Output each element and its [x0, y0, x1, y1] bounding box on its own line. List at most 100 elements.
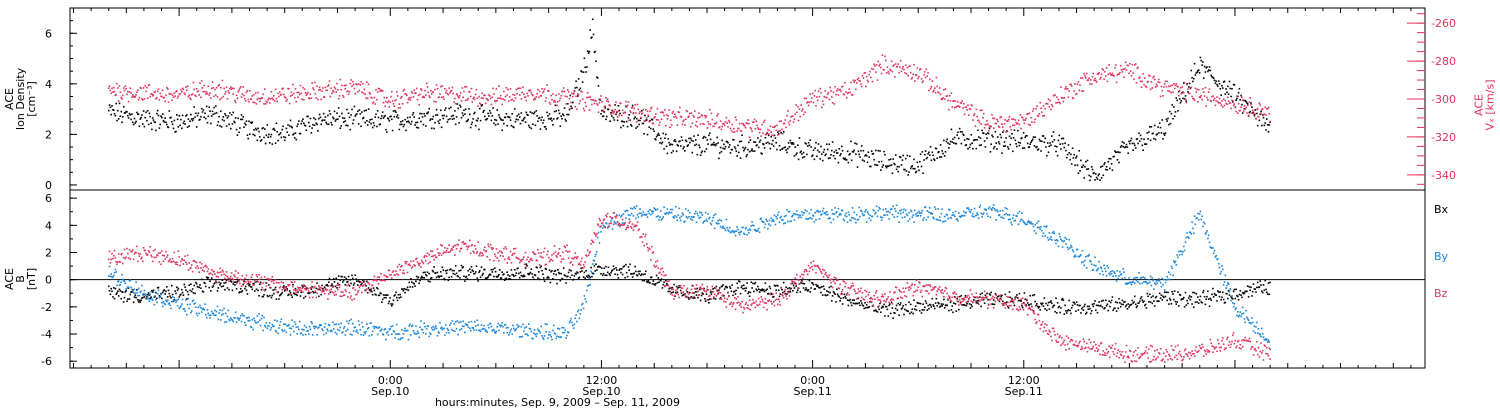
ion-density-point — [942, 152, 944, 155]
ion-density-point — [957, 131, 959, 134]
ion-density-point — [731, 148, 733, 151]
bx-point — [1034, 300, 1036, 303]
bx-point — [712, 288, 714, 290]
vx-point — [597, 111, 600, 113]
vx-point — [1079, 84, 1081, 86]
ion-density-point — [1193, 62, 1196, 65]
by-point — [487, 324, 489, 327]
by-point — [296, 333, 298, 335]
vx-point — [499, 94, 502, 97]
vx-point — [547, 90, 550, 92]
bx-point — [392, 299, 395, 302]
vx-point — [430, 89, 432, 92]
vx-point — [523, 96, 526, 99]
ion-density-point — [738, 140, 741, 143]
ion-density-point — [833, 151, 836, 153]
bx-point — [1189, 299, 1192, 301]
bx-point — [998, 300, 1001, 303]
vx-point — [1067, 96, 1070, 98]
ion-density-point — [1177, 110, 1179, 112]
ion-density-point — [195, 126, 198, 128]
bx-point — [1135, 306, 1138, 309]
ion-density-point — [533, 111, 536, 113]
vx-point — [412, 96, 415, 98]
bx-point — [464, 280, 466, 282]
vx-point — [361, 91, 363, 93]
vx-point — [601, 110, 604, 113]
ion-density-point — [1054, 145, 1056, 147]
by-point — [232, 320, 234, 323]
bx-point — [120, 297, 122, 300]
bx-point — [889, 303, 891, 305]
ion-density-point — [1103, 163, 1105, 166]
by-point — [464, 323, 467, 325]
vx-point — [988, 125, 991, 127]
bx-point — [376, 287, 379, 290]
by-point — [310, 321, 313, 323]
vx-point — [931, 80, 934, 82]
by-point — [689, 211, 691, 214]
vx-point — [1015, 121, 1017, 124]
vx-point — [455, 93, 458, 95]
ion-density-point — [243, 126, 245, 128]
vx-point — [272, 98, 274, 101]
bx-point — [904, 303, 907, 306]
ion-density-point — [970, 134, 973, 136]
by-point — [295, 326, 298, 329]
by-point — [180, 305, 182, 307]
bx-point — [899, 302, 902, 304]
vx-point — [522, 86, 524, 88]
by-point — [601, 227, 604, 229]
bx-point — [1152, 295, 1154, 297]
vx-point — [1147, 80, 1149, 83]
by-point — [155, 299, 157, 301]
by-point — [513, 327, 515, 330]
vx-point — [926, 75, 929, 77]
ion-density-point — [1186, 83, 1188, 85]
vx-point — [553, 99, 556, 102]
vx-point — [850, 81, 852, 84]
ion-density-point — [679, 140, 681, 142]
bx-point — [1264, 279, 1266, 282]
vx-point — [830, 90, 832, 92]
vx-point — [454, 97, 456, 100]
ion-density-point — [271, 143, 274, 145]
ion-density-point — [814, 147, 816, 149]
bx-point — [344, 283, 347, 286]
bx-point — [146, 293, 149, 296]
vx-point — [1002, 126, 1004, 128]
bx-point — [990, 291, 992, 294]
by-point — [618, 214, 621, 216]
by-point — [735, 230, 738, 232]
vx-point — [902, 65, 904, 68]
ion-density-point — [562, 113, 564, 115]
by-point — [634, 207, 636, 210]
bx-point — [1204, 303, 1207, 306]
ion-density-point — [535, 110, 538, 112]
vx-point — [1057, 98, 1060, 101]
bx-point — [1193, 291, 1196, 294]
ion-density-point — [295, 138, 298, 141]
vx-point — [1218, 97, 1221, 100]
by-point — [748, 232, 750, 234]
vx-point — [826, 93, 829, 96]
bx-point — [130, 291, 132, 293]
by-point — [228, 318, 230, 321]
vx-point — [855, 88, 857, 91]
bx-point — [149, 297, 151, 300]
bx-point — [400, 296, 402, 298]
ion-density-point — [387, 118, 390, 120]
bx-point — [1243, 292, 1246, 294]
ion-density-point — [778, 144, 781, 147]
bx-point — [267, 295, 269, 298]
ion-density-point — [249, 133, 251, 136]
by-point — [109, 275, 112, 278]
vx-point — [300, 92, 303, 95]
vx-point — [141, 98, 143, 100]
bx-point — [141, 297, 143, 299]
vx-point — [828, 98, 831, 101]
by-point — [277, 332, 279, 335]
bx-point — [591, 275, 593, 278]
vx-point — [645, 108, 647, 111]
bx-point — [707, 299, 709, 301]
